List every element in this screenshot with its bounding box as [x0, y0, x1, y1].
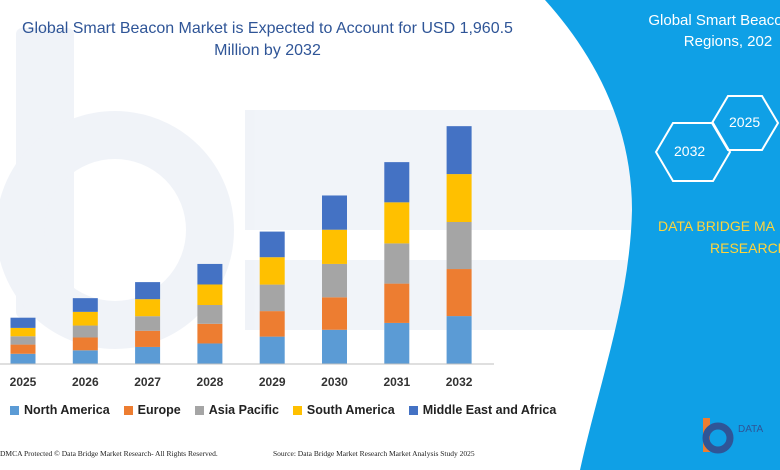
bar-segment-mea-2029 [259, 231, 285, 258]
bar-segment-asia-pacific-2031 [384, 243, 410, 284]
legend-swatch-europe [123, 405, 133, 415]
bar-segment-mea-2031 [384, 162, 410, 203]
bar-segment-south-america-2026 [72, 311, 98, 326]
legend-swatch-asia-pacific [194, 405, 204, 415]
chart-title: Global Smart Beacon Market is Expected t… [22, 20, 513, 59]
side-panel-title: Global Smart Beacon M Regions, 202 [608, 10, 780, 52]
bar-segment-north-america-2027 [135, 346, 161, 364]
bar-segment-south-america-2025 [10, 327, 36, 337]
legend-swatch-mea [408, 405, 418, 415]
brand-name-line2: RESEARCH [710, 240, 780, 256]
bar-segment-north-america-2029 [259, 336, 285, 364]
bar-segment-north-america-2030 [322, 329, 347, 364]
bar-segment-europe-2031 [384, 283, 410, 323]
hex-2032-label: 2032 [674, 143, 706, 159]
bar-segment-asia-pacific-2027 [135, 316, 161, 331]
x-tick-label-2026: 2026 [72, 375, 99, 389]
x-tick-label-2031: 2031 [383, 375, 410, 389]
bar-segment-mea-2030 [322, 195, 347, 230]
bar-segment-south-america-2028 [197, 284, 223, 306]
bar-segment-south-america-2031 [384, 202, 410, 244]
hex-2025-label: 2025 [729, 114, 761, 130]
brand-logo-icon [702, 418, 734, 454]
bar-segment-north-america-2031 [384, 322, 410, 364]
bar-segment-mea-2026 [72, 298, 98, 312]
bar-chart: 2025 2026 2027 2028 2029 2030 2031 2032 [0, 126, 494, 389]
legend-item-south-america: South America [292, 403, 395, 417]
bar-segment-asia-pacific-2028 [197, 305, 223, 324]
bar-segment-europe-2027 [135, 330, 161, 347]
x-tick-label-2029: 2029 [259, 375, 286, 389]
legend-label-asia-pacific: Asia Pacific [208, 403, 279, 417]
x-tick-labels: 2025 2026 2027 2028 2029 2030 2031 2032 [10, 375, 473, 389]
bar-segment-asia-pacific-2025 [10, 336, 36, 345]
legend-swatch-north-america [10, 405, 19, 415]
chart-bars [10, 126, 472, 364]
legend: North America Europe Asia Pacific South … [10, 401, 556, 419]
x-tick-label-2028: 2028 [197, 375, 224, 389]
bar-segment-north-america-2028 [197, 343, 223, 364]
bar-segment-europe-2029 [259, 311, 285, 337]
legend-label-europe: Europe [137, 403, 181, 417]
side-panel-title-line1: Global Smart Beacon M [648, 12, 780, 29]
bar-segment-asia-pacific-2030 [322, 263, 347, 298]
footer-copyright: DMCA Protected © Data Bridge Market Rese… [0, 449, 218, 458]
bar-segment-asia-pacific-2032 [446, 221, 472, 270]
x-tick-label-2027: 2027 [134, 375, 161, 389]
legend-label-south-america: South America [306, 403, 395, 417]
brand-name-line1: DATA BRIDGE MA [658, 218, 775, 234]
legend-label-north-america: North America [24, 403, 110, 417]
bar-segment-north-america-2032 [446, 316, 472, 364]
x-tick-label-2025: 2025 [10, 375, 37, 389]
bar-segment-south-america-2027 [135, 299, 161, 317]
bar-segment-mea-2027 [135, 282, 161, 300]
footer-source: Source: Data Bridge Market Research Mark… [273, 449, 475, 458]
bar-segment-south-america-2030 [322, 229, 347, 264]
bar-segment-europe-2026 [72, 337, 98, 351]
legend-swatch-south-america [292, 405, 302, 415]
bar-segment-europe-2028 [197, 323, 223, 344]
bar-segment-south-america-2032 [446, 174, 472, 222]
side-panel-title-line2: Regions, 202 [683, 33, 773, 50]
legend-item-europe: Europe [123, 403, 181, 417]
bar-segment-south-america-2029 [259, 257, 285, 285]
legend-label-mea: Middle East and Africa [422, 403, 557, 417]
bar-segment-europe-2032 [446, 269, 472, 317]
bar-segment-europe-2030 [322, 297, 347, 330]
bar-segment-mea-2032 [446, 126, 472, 175]
bar-segment-asia-pacific-2026 [72, 325, 98, 338]
x-tick-label-2032: 2032 [446, 375, 473, 389]
bar-segment-europe-2025 [10, 344, 36, 354]
logo-text: DATA [738, 424, 764, 435]
bar-segment-mea-2025 [10, 317, 36, 328]
x-tick-label-2030: 2030 [321, 375, 348, 389]
bar-segment-mea-2028 [197, 263, 223, 285]
bar-segment-north-america-2025 [10, 353, 36, 364]
legend-item-asia-pacific: Asia Pacific [194, 403, 279, 417]
bar-segment-asia-pacific-2029 [259, 284, 285, 312]
brand-name: DATA BRIDGE MA RESEARCH [658, 215, 780, 259]
bar-segment-north-america-2026 [72, 350, 98, 364]
legend-item-north-america: North America [10, 403, 110, 417]
legend-item-mea: Middle East and Africa [408, 403, 557, 417]
